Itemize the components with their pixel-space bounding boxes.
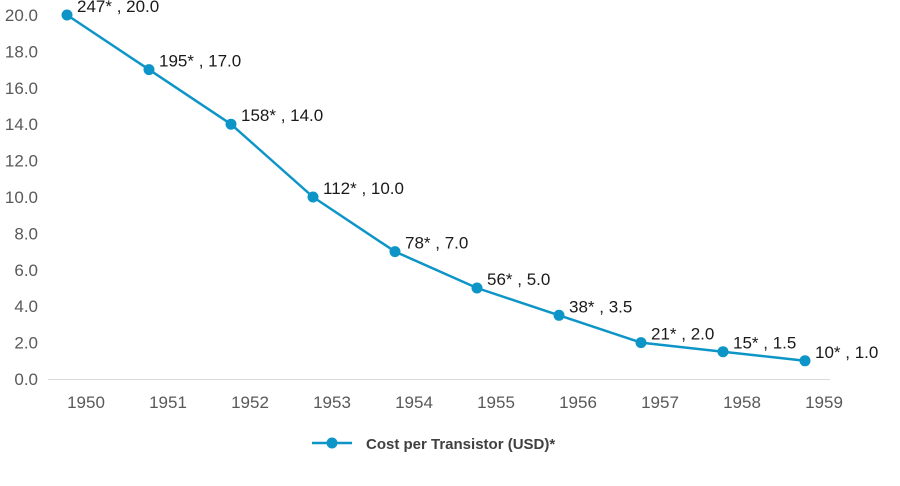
- y-tick-label: 6.0: [14, 261, 38, 280]
- data-point: [635, 337, 647, 349]
- y-tick-label: 18.0: [5, 42, 38, 61]
- data-point: [225, 118, 237, 130]
- data-label: 21* , 2.0: [651, 325, 714, 344]
- x-tick-label: 1951: [149, 393, 187, 412]
- y-tick-label: 4.0: [14, 297, 38, 316]
- data-label: 78* , 7.0: [405, 234, 468, 253]
- data-point: [389, 246, 401, 258]
- data-label: 56* , 5.0: [487, 270, 550, 289]
- data-label: 15* , 1.5: [733, 334, 796, 353]
- y-axis-ticks: 0.0 2.0 4.0 6.0 8.0 10.0 12.0 14.0 16.0 18.0 20.0: [5, 6, 38, 389]
- data-label: 112* , 10.0: [323, 179, 404, 198]
- data-point: [553, 309, 565, 321]
- x-tick-label: 1953: [313, 393, 351, 412]
- y-tick-label: 12.0: [5, 152, 38, 171]
- x-tick-label: 1959: [805, 393, 843, 412]
- data-label: 158* , 14.0: [241, 106, 323, 125]
- y-tick-label: 10.0: [5, 188, 38, 207]
- y-tick-label: 20.0: [5, 6, 38, 25]
- data-point: [61, 9, 73, 21]
- x-tick-label: 1955: [477, 393, 515, 412]
- x-axis-ticks: 1950 1951 1952 1953 1954 1955 1956 1957 1958 1959: [67, 393, 843, 412]
- data-label: 38* , 3.5: [569, 297, 632, 316]
- data-label: 195* , 17.0: [159, 52, 241, 71]
- data-label: 247* , 20.0: [77, 0, 159, 16]
- y-tick-label: 16.0: [5, 79, 38, 98]
- y-tick-label: 2.0: [14, 334, 38, 353]
- data-label: 10* , 1.0: [815, 343, 878, 362]
- y-tick-label: 8.0: [14, 224, 38, 243]
- y-tick-label: 0.0: [14, 370, 38, 389]
- x-tick-label: 1958: [723, 393, 761, 412]
- legend-label: Cost per Transistor (USD)*: [366, 436, 555, 453]
- y-tick-label: 14.0: [5, 115, 38, 134]
- data-point: [307, 191, 319, 203]
- data-point: [717, 346, 729, 358]
- x-tick-label: 1954: [395, 393, 433, 412]
- data-points: [61, 9, 811, 367]
- x-tick-label: 1957: [641, 393, 679, 412]
- data-point: [799, 355, 811, 367]
- series-line-cost-per-transistor: [66, 13, 806, 363]
- x-tick-label: 1956: [559, 393, 597, 412]
- data-point: [143, 64, 155, 76]
- x-tick-label: 1950: [67, 393, 105, 412]
- legend-marker-dot: [326, 437, 338, 449]
- data-point: [471, 282, 483, 294]
- legend: Cost per Transistor (USD)*: [312, 436, 555, 453]
- x-tick-label: 1952: [231, 393, 269, 412]
- data-labels: 247* , 20.0 195* , 17.0 158* , 14.0 112* , …: [77, 0, 878, 362]
